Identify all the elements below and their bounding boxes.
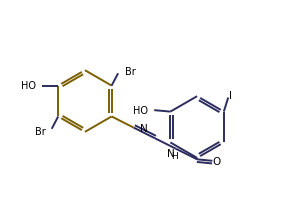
Text: H: H <box>171 151 178 160</box>
Text: Br: Br <box>124 67 135 77</box>
Text: O: O <box>212 156 220 166</box>
Text: HO: HO <box>21 80 36 90</box>
Text: N: N <box>167 148 175 158</box>
Text: I: I <box>229 90 232 100</box>
Text: HO: HO <box>133 105 148 115</box>
Text: N: N <box>140 123 148 133</box>
Text: Br: Br <box>34 126 45 137</box>
